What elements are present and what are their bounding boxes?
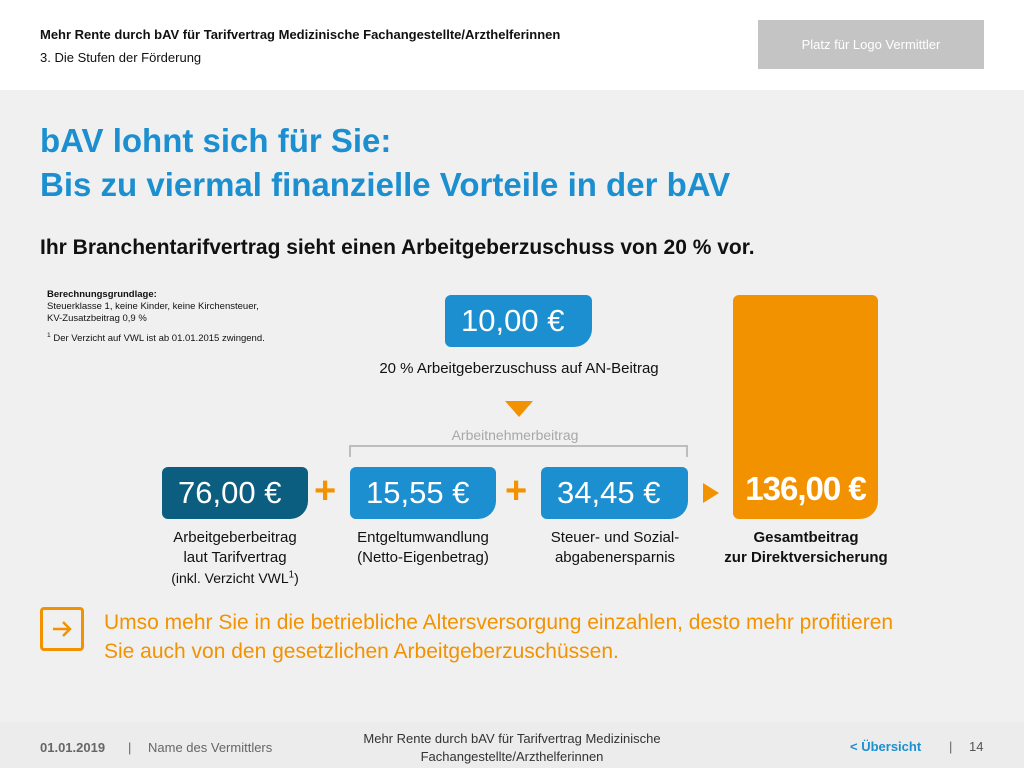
tax-savings-caption: Steuer- und Sozial- abgabenersparnis	[528, 528, 702, 568]
employer-base-contribution-box: 76,00 €	[162, 467, 308, 519]
slide-body: bAV lohnt sich für Sie: Bis zu viermal f…	[0, 90, 1024, 722]
employer-caption-line1: Arbeitgeberbeitrag	[173, 529, 297, 546]
footer-separator-2: |	[949, 739, 953, 754]
logo-placeholder: Platz für Logo Vermittler	[758, 20, 984, 69]
footer-center-text: Mehr Rente durch bAV für Tarifvertrag Me…	[340, 730, 684, 766]
employer-caption-line3-end: )	[294, 570, 299, 586]
slide-header: Mehr Rente durch bAV für Tarifvertrag Me…	[0, 0, 1024, 90]
conversion-caption-line1: Entgeltumwandlung	[357, 529, 489, 546]
savings-caption-line2: abgabenersparnis	[554, 549, 676, 566]
overview-link[interactable]: < Übersicht	[850, 739, 922, 754]
page-number: 14	[969, 739, 984, 754]
calc-basis-footnote: 1 Der Verzicht auf VWL ist ab 01.01.2015…	[47, 331, 265, 345]
employer-caption-line3: (inkl. Verzicht VWL1)	[150, 568, 320, 588]
calc-basis-line1: Steuerklasse 1, keine Kinder, keine Kirc…	[47, 301, 259, 312]
footnote-mark: 1	[47, 331, 51, 339]
tax-savings-box: 34,45 €	[541, 467, 688, 519]
conversion-caption-line2: (Netto-Eigenbetrag)	[357, 549, 489, 566]
triangle-down-icon	[505, 401, 533, 417]
footer-center-line2: Fachangestellte/Arzthelferinnen	[420, 749, 604, 764]
employee-contribution-bracket	[349, 445, 688, 457]
header-title: Mehr Rente durch bAV für Tarifvertrag Me…	[40, 27, 561, 42]
total-caption-line2: zur Direktversicherung	[724, 549, 888, 566]
plus-sign-2: +	[505, 470, 528, 512]
footer-agent-name: Name des Vermittlers	[148, 740, 273, 755]
hint-text: Umso mehr Sie in die betriebliche Alters…	[104, 611, 894, 663]
employer-subsidy-label: 20 % Arbeitgeberzuschuss auf AN-Beitrag	[379, 360, 659, 377]
employer-base-caption: Arbeitgeberbeitrag laut Tarifvertrag (in…	[150, 528, 320, 588]
footer-center-line1: Mehr Rente durch bAV für Tarifvertrag Me…	[363, 731, 661, 746]
header-subtitle: 3. Die Stufen der Förderung	[40, 50, 202, 65]
calculation-basis: Berechnungsgrundlage: Steuerklasse 1, ke…	[47, 289, 265, 345]
page-title-line1: bAV lohnt sich für Sie:	[40, 122, 392, 159]
total-caption-line1: Gesamtbeitrag	[753, 529, 859, 546]
footer-separator-1: |	[128, 740, 132, 755]
footnote-text: Der Verzicht auf VWL ist ab 01.01.2015 z…	[53, 333, 265, 344]
total-amount: 136,00 €	[745, 470, 866, 507]
page-title-line2: Bis zu viermal finanzielle Vorteile in d…	[40, 166, 731, 203]
calc-basis-heading: Berechnungsgrundlage:	[47, 289, 157, 300]
employer-caption-line3-text: (inkl. Verzicht VWL	[171, 570, 289, 586]
total-caption: Gesamtbeitrag zur Direktversicherung	[700, 528, 912, 568]
total-bar	[733, 295, 878, 519]
employer-subsidy-box: 10,00 €	[445, 295, 592, 347]
page-subtitle: Ihr Branchentarifvertrag sieht einen Arb…	[40, 236, 755, 259]
employer-caption-line2: laut Tarifvertrag	[183, 549, 287, 566]
salary-conversion-box: 15,55 €	[350, 467, 496, 519]
plus-sign-1: +	[314, 470, 337, 512]
triangle-right-icon	[703, 483, 719, 503]
employee-contribution-label: Arbeitnehmerbeitrag	[451, 427, 579, 443]
salary-conversion-caption: Entgeltumwandlung (Netto-Eigenbetrag)	[330, 528, 516, 568]
arrow-right-box-icon	[40, 607, 84, 651]
calc-basis-line2: KV-Zusatzbeitrag 0,9 %	[47, 313, 147, 324]
savings-caption-line1: Steuer- und Sozial-	[550, 529, 680, 546]
slide-footer: 01.01.2019 | Name des Vermittlers Mehr R…	[0, 722, 1024, 768]
employer-caption-sup: 1	[288, 569, 295, 581]
footer-date: 01.01.2019	[40, 740, 106, 755]
